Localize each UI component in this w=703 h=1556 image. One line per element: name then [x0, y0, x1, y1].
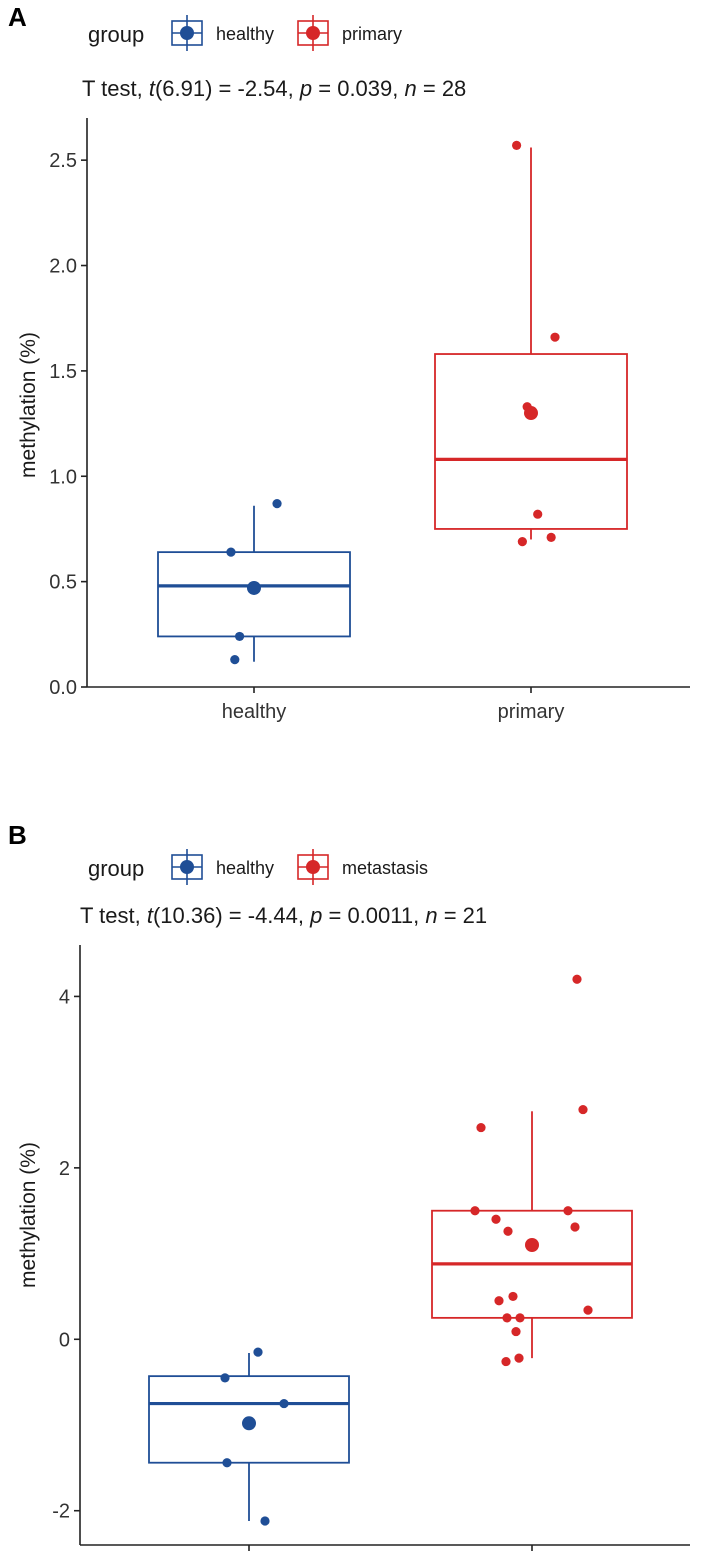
panel-b-point-healthy [260, 1516, 270, 1526]
panel-b-y-tick-label: -2 [52, 1501, 70, 1523]
panel-a-legend-key-healthy [171, 15, 203, 51]
panel-b-point-metastasis [476, 1122, 486, 1133]
panel-a-y-tick-label: 1.0 [49, 466, 77, 488]
panel-a-point-healthy [235, 631, 245, 642]
panel-a-legend-title: group [88, 22, 144, 47]
panel-a-legend-label-healthy: healthy [216, 24, 274, 44]
panel-b-point-healthy [253, 1347, 263, 1357]
panel-a-y-tick-label: 0.5 [49, 572, 77, 594]
panel-a-box-primary [434, 353, 628, 530]
panel-b-point-metastasis [470, 1206, 480, 1216]
panel-b-point-metastasis [503, 1226, 513, 1236]
panel-b-y-tick-label: 0 [59, 1329, 70, 1351]
panel-a-legend: group healthy primary [88, 15, 402, 51]
panel-b-mean-metastasis [525, 1238, 539, 1252]
panel-a-point-healthy [226, 547, 236, 557]
panel-b-letter: B [8, 820, 27, 850]
panel-a-point-healthy [272, 499, 282, 509]
panel-a-legend-label-primary: primary [342, 24, 402, 44]
panel-b-point-metastasis [494, 1296, 504, 1306]
panel-b-legend-title: group [88, 856, 144, 881]
panel-a-point-primary [550, 332, 560, 342]
panel-b-point-metastasis [511, 1326, 521, 1337]
panel-b-legend-label-metastasis: metastasis [342, 858, 428, 878]
panel-b-legend: group healthy metastasis [88, 849, 428, 885]
panel-a-y-tick-label: 2.0 [49, 256, 77, 278]
panel-b-y-tick-label: 2 [59, 1158, 70, 1180]
panel-b: B group healthy metastasis T test, t(10.… [8, 820, 690, 1551]
panel-b-point-metastasis [502, 1313, 512, 1323]
panel-b-point-metastasis [508, 1291, 518, 1302]
panel-a-letter: A [8, 2, 27, 32]
panel-a-point-primary [533, 509, 543, 519]
panel-b-mean-healthy [242, 1416, 256, 1431]
panel-b-point-metastasis [515, 1313, 525, 1323]
panel-b-plot: -2024healthymetastasis [52, 945, 690, 1551]
panel-a-y-axis-title: methylation (%) [17, 332, 40, 478]
panel-b-point-metastasis [514, 1353, 524, 1363]
panel-b-point-metastasis [583, 1305, 593, 1315]
panel-b-legend-label-healthy: healthy [216, 858, 274, 878]
panel-b-point-metastasis [563, 1206, 573, 1216]
panel-b-y-tick-label: 4 [59, 986, 70, 1008]
panel-b-point-metastasis [570, 1222, 580, 1232]
panel-a: A group healthy primary T test, t(6.91) … [8, 2, 690, 723]
panel-a-legend-key-primary [297, 15, 329, 51]
panel-a-subtitle: T test, t(6.91) = -2.54, p = 0.039, n = … [82, 76, 466, 101]
panel-a-point-primary [517, 536, 527, 547]
panel-a-point-primary [546, 532, 556, 542]
panel-b-point-metastasis [572, 974, 582, 984]
panel-b-point-metastasis [578, 1104, 588, 1115]
panel-b-legend-key-metastasis [297, 849, 329, 885]
panel-a-mean-primary [524, 406, 538, 421]
panel-b-subtitle: T test, t(10.36) = -4.44, p = 0.0011, n … [80, 903, 487, 928]
panel-a-x-tick-label-primary: primary [498, 701, 565, 723]
panel-a-point-healthy [230, 655, 240, 665]
panel-a-y-tick-label: 0.0 [49, 677, 77, 699]
panel-b-point-metastasis [491, 1214, 501, 1224]
panel-b-point-healthy [279, 1398, 289, 1409]
panel-a-x-tick-label-healthy: healthy [222, 701, 287, 723]
panel-b-legend-key-healthy [171, 849, 203, 885]
panel-a-point-primary [511, 140, 522, 150]
panel-a-y-tick-label: 2.5 [49, 150, 77, 172]
panel-b-point-healthy [222, 1458, 232, 1468]
panel-a-y-tick-label: 1.5 [49, 361, 77, 383]
panel-b-point-healthy [220, 1373, 230, 1383]
panel-b-y-axis-title: methylation (%) [17, 1142, 40, 1288]
panel-a-mean-healthy [247, 580, 261, 595]
panel-b-point-metastasis [501, 1356, 511, 1367]
panel-a-plot: 0.0 0.5 1.0 1.5 2.0 2.5 healthy primary [49, 118, 690, 723]
